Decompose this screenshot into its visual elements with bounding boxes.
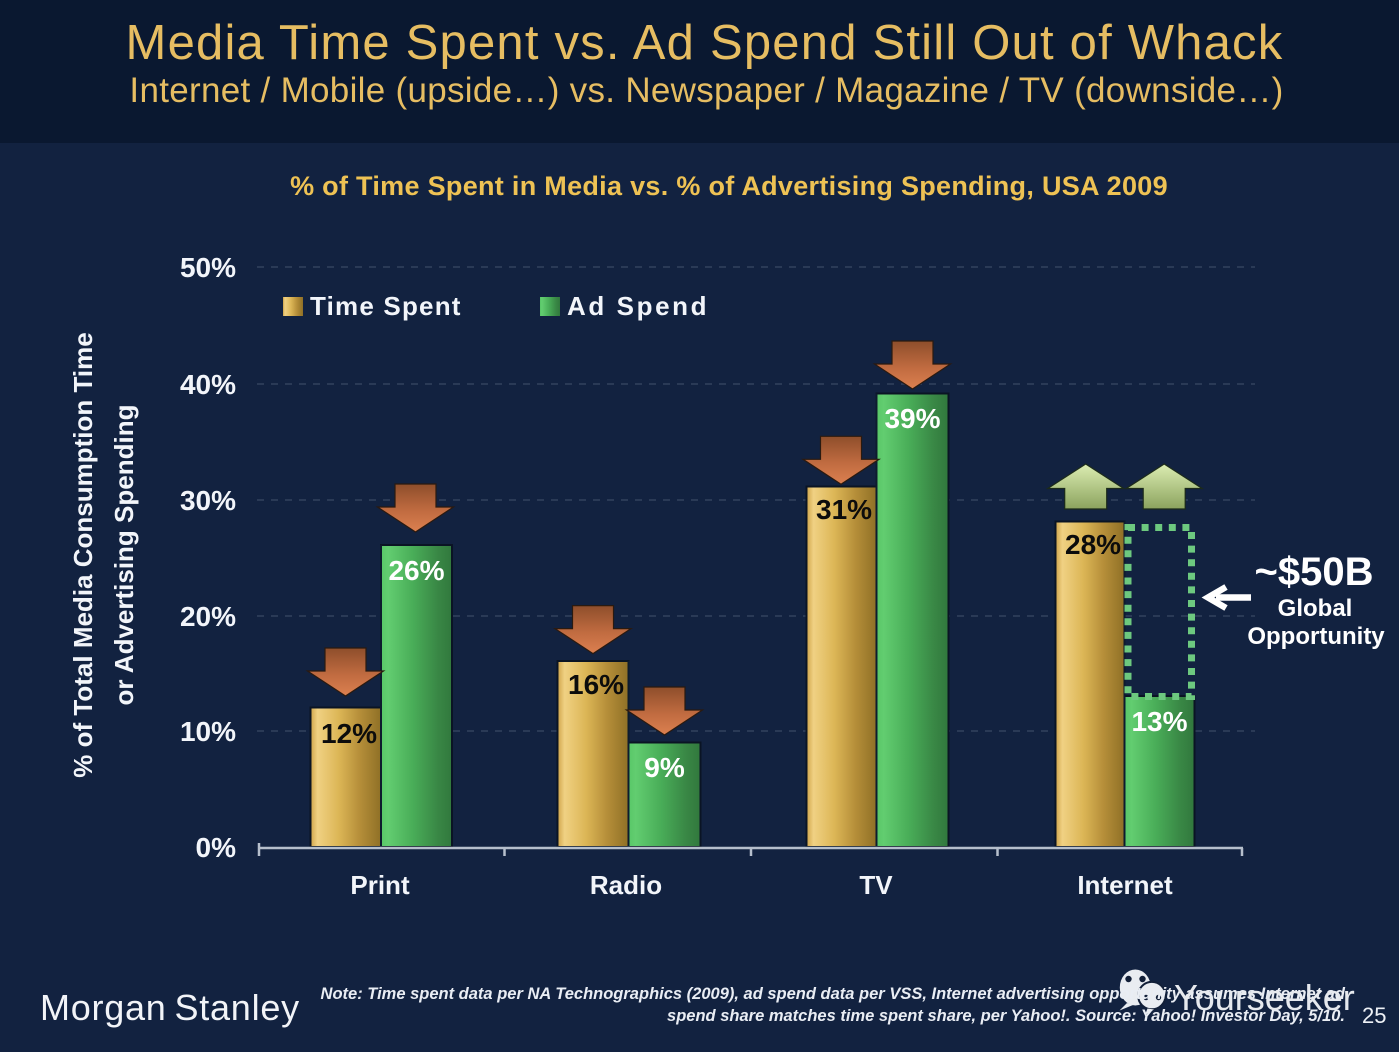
svg-text:30%: 30% xyxy=(180,485,236,516)
svg-text:20%: 20% xyxy=(180,601,236,632)
svg-text:Internet: Internet xyxy=(1077,870,1173,900)
svg-text:Ad Spend: Ad Spend xyxy=(567,291,709,321)
svg-text:31%: 31% xyxy=(816,494,872,525)
svg-text:Global: Global xyxy=(1278,595,1353,622)
svg-text:% of Total Media Consumption T: % of Total Media Consumption Time xyxy=(68,332,98,777)
svg-text:TV: TV xyxy=(859,870,893,900)
svg-text:12%: 12% xyxy=(321,718,377,749)
svg-text:Time Spent: Time Spent xyxy=(310,291,462,321)
svg-text:Radio: Radio xyxy=(590,870,662,900)
svg-text:13%: 13% xyxy=(1131,706,1187,737)
svg-text:Opportunity: Opportunity xyxy=(1247,623,1385,650)
svg-text:10%: 10% xyxy=(180,716,236,747)
svg-text:26%: 26% xyxy=(388,555,444,586)
svg-text:0%: 0% xyxy=(196,832,237,863)
svg-text:50%: 50% xyxy=(180,252,236,283)
svg-text:~$50B: ~$50B xyxy=(1255,550,1374,594)
svg-text:16%: 16% xyxy=(568,669,624,700)
svg-text:Print: Print xyxy=(350,870,410,900)
svg-text:9%: 9% xyxy=(644,752,685,783)
svg-text:28%: 28% xyxy=(1065,529,1121,560)
svg-text:or Advertising Spending: or Advertising Spending xyxy=(109,405,139,706)
svg-text:40%: 40% xyxy=(180,369,236,400)
svg-text:39%: 39% xyxy=(884,403,940,434)
